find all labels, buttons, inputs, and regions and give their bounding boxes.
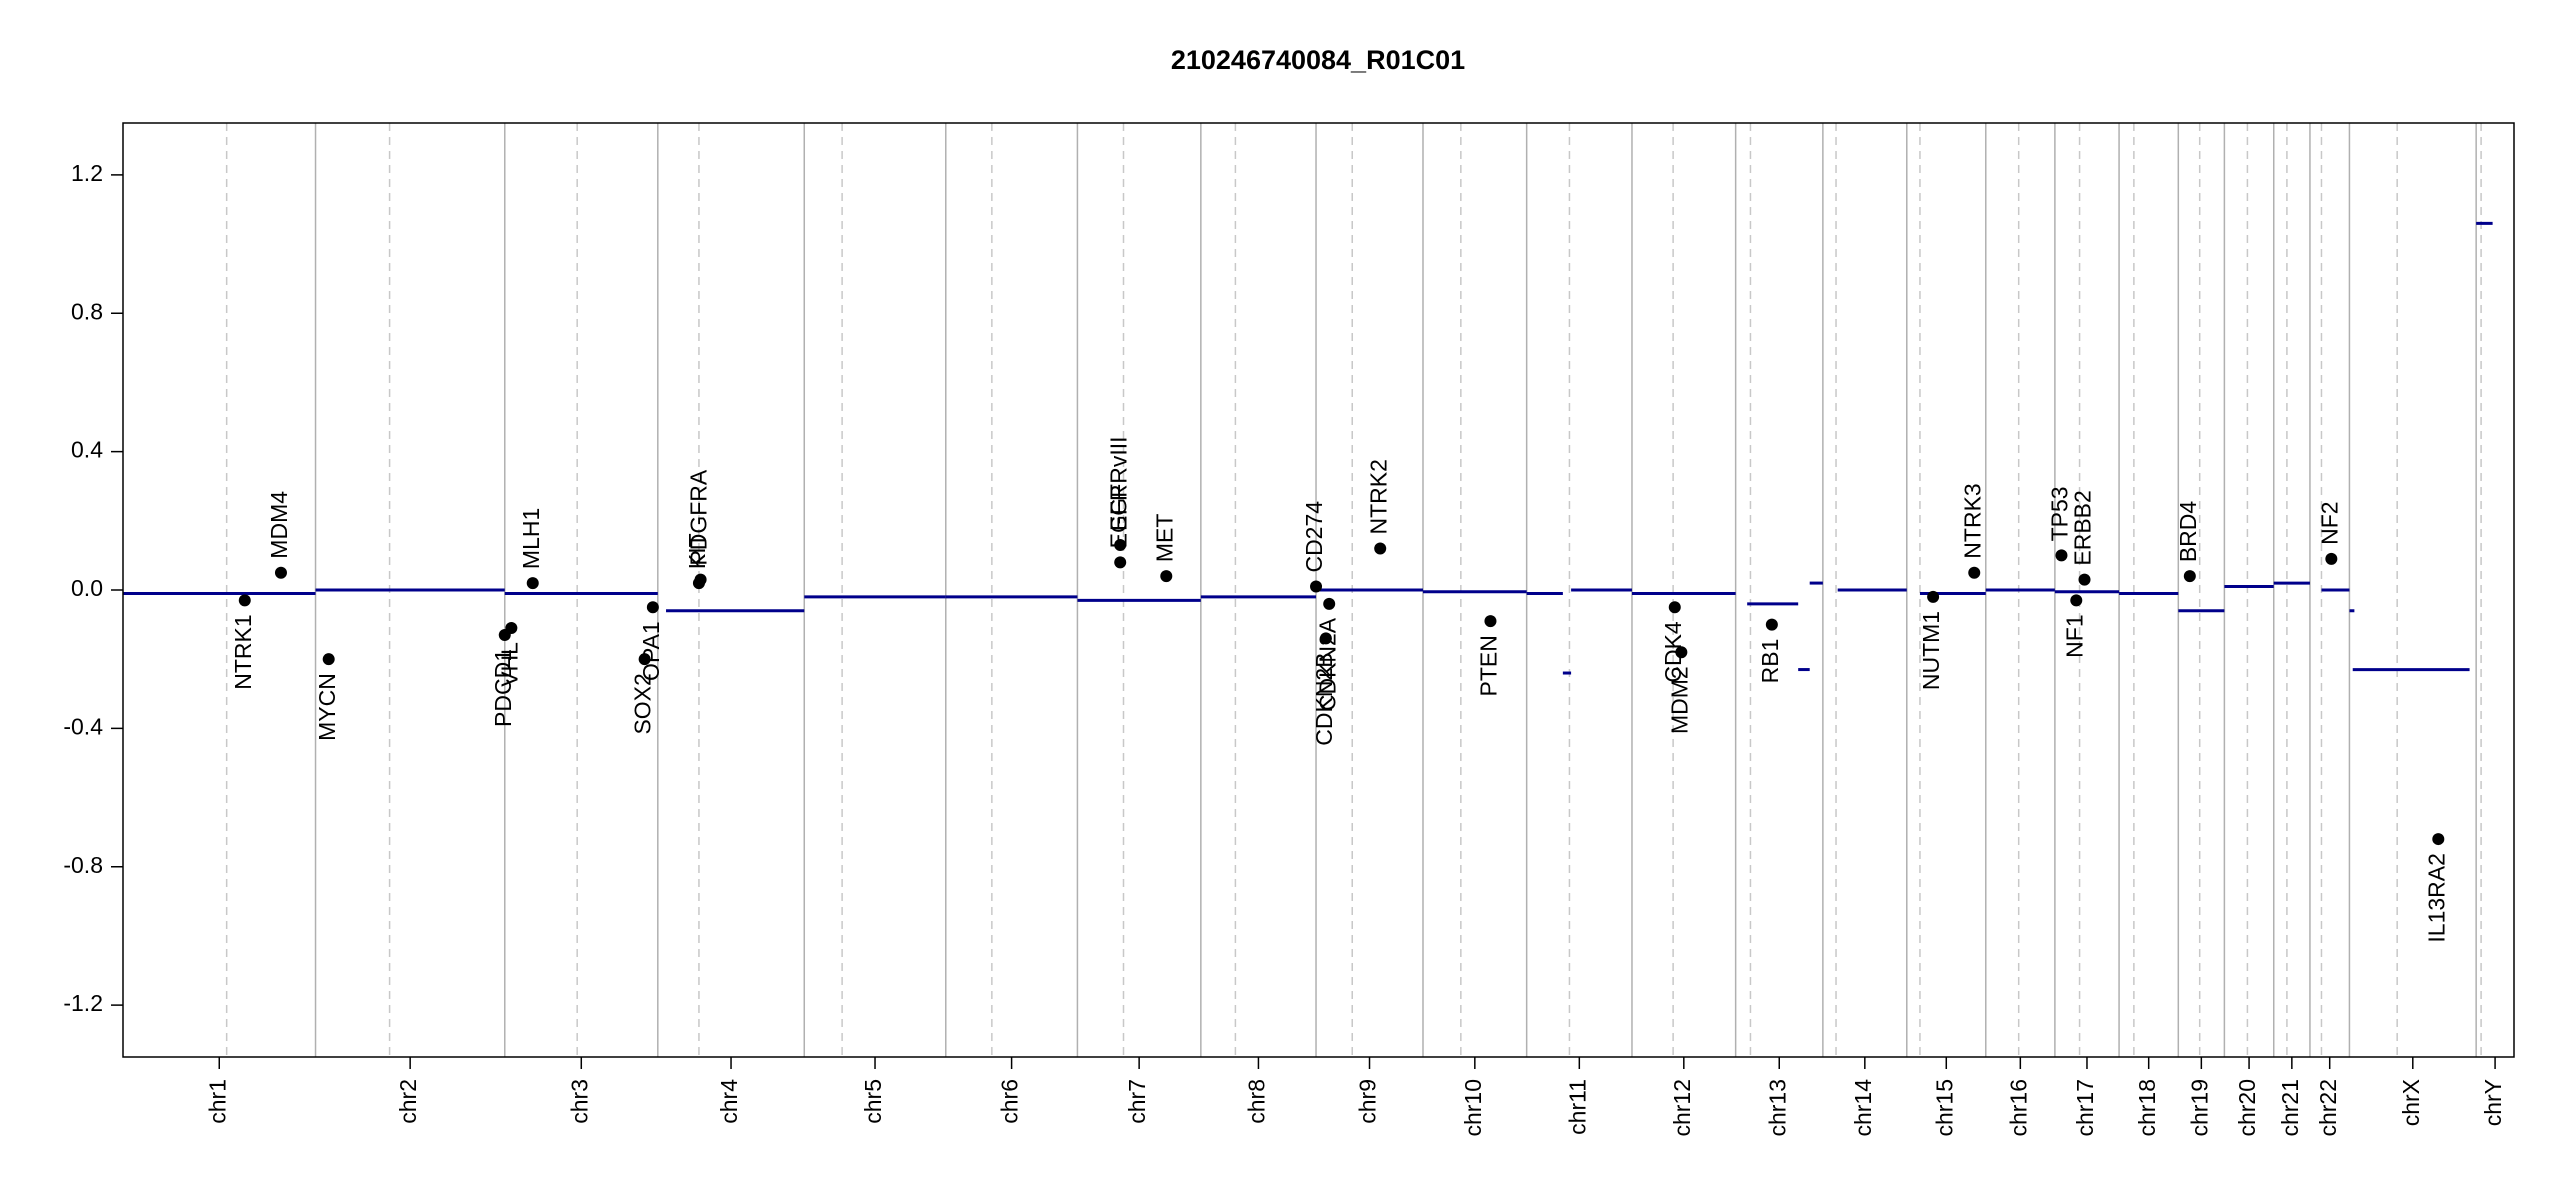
gene-label: NTRK1: [230, 614, 256, 689]
gene-label: MDM2: [1666, 666, 1692, 734]
x-tick-label: chr1: [204, 1079, 230, 1124]
x-tick-label: chr2: [395, 1079, 421, 1124]
x-tick-label: chr19: [2186, 1079, 2212, 1137]
gene-point: [2070, 594, 2083, 607]
gene-label: NF2: [2316, 501, 2342, 544]
gene-label: TP53: [2047, 486, 2073, 541]
x-tick-label: chr12: [1669, 1079, 1695, 1137]
x-tick-label: chr8: [1244, 1079, 1270, 1124]
gene-point: [274, 566, 287, 579]
gene-point: [1484, 615, 1497, 628]
gene-point: [1927, 590, 1940, 603]
x-tick-label: chr20: [2234, 1079, 2260, 1137]
y-tick-label: -0.8: [63, 852, 103, 878]
gene-label: NTRK2: [1365, 459, 1391, 534]
plot-frame: [122, 122, 2515, 1058]
gene-point: [238, 594, 251, 607]
gene-point: [1319, 632, 1332, 645]
gene-label: IL13RA2: [2423, 853, 2449, 943]
chart-title: 210246740084_R01C01: [1171, 45, 1465, 75]
gene-point: [646, 601, 659, 614]
gene-point: [322, 653, 335, 666]
y-tick-label: -1.2: [63, 990, 103, 1016]
x-tick-label: chr17: [2072, 1079, 2098, 1137]
gene-point: [1114, 556, 1127, 569]
gene-label: SOX2: [630, 673, 656, 734]
x-tick-label: chr21: [2277, 1079, 2303, 1137]
x-tick-label: chrY: [2480, 1079, 2506, 1126]
gene-label: EGFRvIII: [1105, 436, 1131, 531]
gene-label: VHL: [496, 642, 522, 687]
gene-point: [1374, 542, 1387, 555]
gene-label: OPA1: [638, 621, 664, 681]
gene-label: PDGFRA: [686, 469, 712, 566]
gene-point: [1310, 580, 1323, 593]
gene-point: [1675, 646, 1688, 659]
x-tick-label: chr14: [1850, 1079, 1876, 1137]
x-tick-label: chr4: [716, 1079, 742, 1124]
y-tick-label: 0.0: [71, 575, 103, 601]
gene-point: [2432, 833, 2445, 846]
y-tick-label: 1.2: [71, 160, 103, 186]
gene-point: [2183, 570, 2196, 583]
x-tick-label: chr6: [997, 1079, 1023, 1124]
gene-label: MET: [1151, 514, 1177, 563]
gene-point: [505, 622, 518, 635]
gene-label: PDCD1: [490, 649, 516, 727]
gene-label: CD274: [1301, 501, 1327, 573]
x-tick-label: chr13: [1764, 1079, 1790, 1137]
x-tick-label: chrX: [2398, 1079, 2424, 1126]
gene-label: KIT: [684, 533, 710, 569]
gene-point: [2325, 552, 2338, 565]
gene-point: [2055, 549, 2068, 562]
gene-label: NF1: [2061, 614, 2087, 657]
gene-point: [694, 573, 707, 586]
gene-label: RB1: [1757, 639, 1783, 684]
gene-point: [1765, 618, 1778, 631]
gene-point: [1114, 539, 1127, 552]
gene-label: MDM4: [266, 491, 292, 559]
gene-point: [1668, 601, 1681, 614]
x-tick-label: chr3: [566, 1079, 592, 1124]
gene-point: [638, 653, 651, 666]
gene-label: NUTM1: [1918, 611, 1944, 690]
gene-label: EGFR: [1105, 484, 1131, 548]
gene-label: BRD4: [2175, 501, 2201, 563]
x-tick-label: chr7: [1124, 1079, 1150, 1124]
gene-label: ERBB2: [2070, 490, 2096, 565]
gene-point: [1323, 597, 1336, 610]
gene-point: [2078, 573, 2091, 586]
x-tick-label: chr15: [1931, 1079, 1957, 1137]
x-tick-label: chr18: [2134, 1079, 2160, 1137]
gene-label: MLH1: [518, 508, 544, 569]
x-tick-label: chr5: [860, 1079, 886, 1124]
y-tick-label: -0.4: [63, 713, 103, 739]
gene-point: [526, 577, 539, 590]
x-tick-label: chr16: [2005, 1079, 2031, 1137]
x-tick-label: chr11: [1564, 1079, 1590, 1135]
gene-label: NTRK3: [1959, 483, 1985, 558]
gene-point: [1968, 566, 1981, 579]
gene-label: PTEN: [1476, 635, 1502, 696]
x-tick-label: chr22: [2315, 1079, 2341, 1137]
y-tick-label: 0.4: [71, 437, 103, 463]
x-tick-label: chr10: [1460, 1079, 1486, 1137]
gene-label: CDKN2B: [1311, 652, 1337, 745]
x-tick-label: chr9: [1355, 1079, 1381, 1124]
y-tick-label: 0.8: [71, 298, 103, 324]
gene-point: [1160, 570, 1173, 583]
gene-label: MYCN: [314, 673, 340, 741]
